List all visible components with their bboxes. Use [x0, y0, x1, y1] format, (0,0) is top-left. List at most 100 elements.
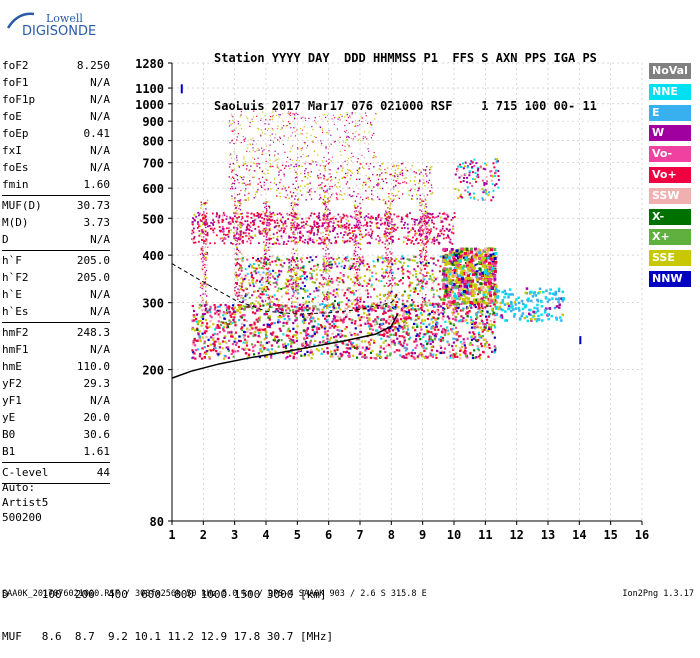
echo-point: [365, 182, 366, 183]
echo-point: [475, 322, 477, 324]
echo-point: [254, 219, 256, 221]
echo-point: [469, 352, 471, 354]
echo-point: [399, 335, 401, 337]
echo-point: [308, 174, 309, 175]
echo-point: [287, 320, 289, 322]
echo-point: [319, 116, 320, 117]
echo-point: [288, 262, 290, 264]
echo-point: [213, 221, 215, 223]
echo-point: [371, 232, 373, 234]
echo-point: [238, 346, 240, 348]
echo-point: [328, 152, 329, 153]
echo-point: [295, 135, 296, 136]
echo-point: [356, 277, 358, 279]
echo-point: [347, 181, 348, 182]
echo-point: [204, 217, 206, 219]
echo-point: [367, 242, 369, 244]
echo-point: [385, 312, 387, 314]
echo-point: [534, 318, 537, 321]
echo-point: [377, 174, 378, 175]
echo-point: [232, 336, 234, 338]
echo-point: [331, 264, 333, 266]
echo-point: [244, 334, 246, 336]
echo-point: [342, 167, 343, 168]
echo-point: [348, 291, 350, 293]
echo-point: [299, 269, 301, 271]
echo-point: [253, 177, 254, 178]
echo-point: [369, 279, 371, 281]
echo-point: [214, 308, 216, 310]
echo-point: [420, 172, 421, 173]
echo-point: [358, 325, 360, 327]
echo-point: [417, 293, 419, 295]
echo-point: [302, 282, 304, 284]
echo-point: [261, 129, 262, 130]
echo-point: [304, 307, 306, 309]
echo-point: [289, 309, 291, 311]
echo-point: [272, 166, 273, 167]
echo-point: [416, 194, 417, 195]
echo-point: [481, 287, 484, 290]
echo-point: [235, 258, 237, 260]
echo-point: [460, 315, 462, 317]
echo-point: [469, 263, 472, 266]
echo-point: [261, 329, 263, 331]
echo-point: [401, 335, 403, 337]
echo-point: [380, 356, 382, 358]
echo-point: [329, 323, 331, 325]
echo-point: [344, 231, 346, 233]
echo-point: [364, 349, 366, 351]
echo-point: [382, 261, 384, 263]
echo-point: [478, 349, 480, 351]
echo-point: [366, 225, 368, 227]
echo-point: [258, 129, 259, 130]
echo-point: [326, 164, 327, 165]
echo-point: [269, 326, 271, 328]
echo-point: [397, 168, 398, 169]
echo-point: [287, 285, 289, 287]
echo-point: [335, 240, 337, 242]
echo-point: [324, 197, 325, 198]
echo-point: [241, 128, 242, 129]
echo-point: [342, 342, 344, 344]
echo-point: [248, 199, 249, 200]
echo-point: [290, 147, 291, 148]
echo-point: [472, 294, 475, 297]
echo-point: [232, 218, 234, 220]
echo-point: [361, 155, 362, 156]
echo-point: [491, 351, 493, 353]
echo-point: [403, 310, 405, 312]
echo-point: [344, 335, 346, 337]
echo-point: [296, 308, 298, 310]
echo-point: [222, 228, 224, 230]
echo-point: [229, 125, 230, 126]
echo-point: [532, 295, 535, 298]
echo-point: [414, 260, 416, 262]
echo-point: [461, 277, 464, 280]
echo-point: [344, 193, 345, 194]
echo-point: [401, 255, 403, 257]
echo-point: [430, 327, 432, 329]
echo-point: [424, 195, 425, 196]
echo-point: [218, 327, 220, 329]
echo-point: [310, 349, 312, 351]
echo-point: [277, 239, 279, 241]
echo-point: [562, 291, 565, 294]
echo-point: [275, 272, 277, 274]
echo-point: [248, 233, 250, 235]
echo-point: [293, 192, 294, 193]
echo-point: [297, 114, 298, 115]
echo-point: [388, 196, 389, 197]
echo-point: [194, 329, 196, 331]
echo-point: [436, 239, 438, 241]
echo-point: [403, 336, 405, 338]
echo-point: [321, 326, 323, 328]
echo-point: [359, 124, 360, 125]
echo-point: [476, 278, 479, 281]
echo-point: [296, 306, 298, 308]
echo-point: [488, 344, 490, 346]
echo-point: [453, 308, 455, 310]
echo-point: [382, 188, 383, 189]
echo-point: [406, 325, 408, 327]
echo-point: [279, 328, 281, 330]
